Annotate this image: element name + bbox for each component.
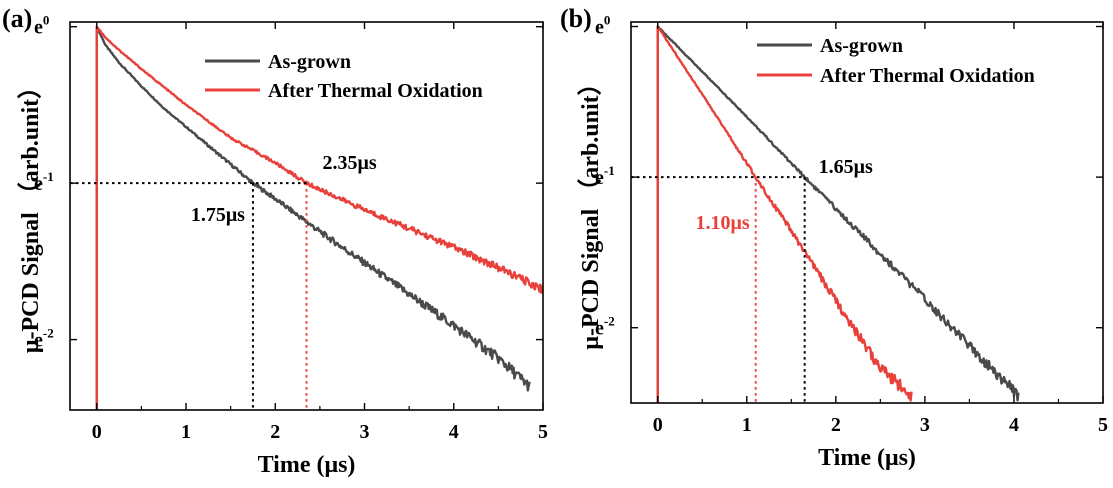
- y-tick-label: e-1: [595, 163, 615, 189]
- y-tick-label: e0: [34, 13, 49, 39]
- y-tick-base: e: [595, 167, 604, 189]
- y-tick-base: e: [595, 17, 604, 39]
- y-tick-label: e-1: [34, 169, 54, 195]
- legend-entry-as-grown: As-grown: [268, 51, 351, 73]
- y-tick-label: e0: [595, 13, 610, 39]
- x-tick-label: 0: [92, 421, 102, 443]
- x-tick-label: 0: [653, 414, 663, 436]
- y-axis-label: μ-PCD Signal （arb.unit）: [17, 75, 44, 353]
- y-tick-label: e-2: [595, 314, 615, 340]
- x-axis-label: Time (μs): [818, 445, 916, 471]
- axes-frame: [630, 21, 1104, 404]
- y-tick-exponent: -2: [604, 314, 615, 329]
- x-tick-label: 1: [742, 414, 752, 436]
- series-line-as-grown: [656, 25, 1020, 403]
- legend-entry-after-thermal-oxidation: After Thermal Oxidation: [820, 65, 1035, 87]
- panel-label: (b): [560, 4, 592, 33]
- lifetime-annotation: 1.75μs: [191, 204, 245, 226]
- y-tick-exponent: -1: [43, 169, 54, 184]
- panel-label: (a): [2, 4, 32, 33]
- lifetime-annotation: 2.35μs: [323, 152, 377, 174]
- x-tick-label: 5: [538, 421, 548, 443]
- series-line-after-thermal-oxidation: [95, 25, 543, 410]
- y-tick-label: e-2: [34, 326, 54, 352]
- lifetime-annotation: 1.65μs: [819, 156, 873, 178]
- y-tick-base: e: [595, 318, 604, 340]
- x-tick-label: 1: [181, 421, 191, 443]
- x-tick-label: 2: [270, 421, 280, 443]
- y-tick-base: e: [34, 173, 43, 195]
- lifetime-annotation: 1.10μs: [696, 212, 750, 234]
- y-axis-label: μ-PCD Signal （arb.unit）: [577, 71, 604, 349]
- plot-area: [95, 25, 543, 410]
- x-tick-label: 3: [920, 414, 930, 436]
- y-tick-exponent: -2: [43, 326, 54, 341]
- y-tick-exponent: 0: [43, 13, 50, 28]
- series-line-after-thermal-oxidation: [656, 25, 913, 403]
- legend-entry-after-thermal-oxidation: After Thermal Oxidation: [268, 80, 483, 102]
- y-tick-exponent: 0: [604, 13, 611, 28]
- x-tick-label: 5: [1098, 414, 1108, 436]
- legend-entry-as-grown: As-grown: [820, 35, 903, 57]
- plot-area: [656, 25, 1020, 403]
- axes-frame: [69, 21, 544, 411]
- y-tick-base: e: [34, 330, 43, 352]
- x-tick-label: 3: [360, 421, 370, 443]
- x-tick-label: 4: [1009, 414, 1019, 436]
- x-tick-label: 4: [449, 421, 459, 443]
- x-tick-label: 2: [831, 414, 841, 436]
- y-tick-exponent: -1: [604, 163, 615, 178]
- series-line-as-grown: [95, 25, 531, 410]
- y-tick-base: e: [34, 17, 43, 39]
- x-axis-label: Time (μs): [258, 452, 356, 478]
